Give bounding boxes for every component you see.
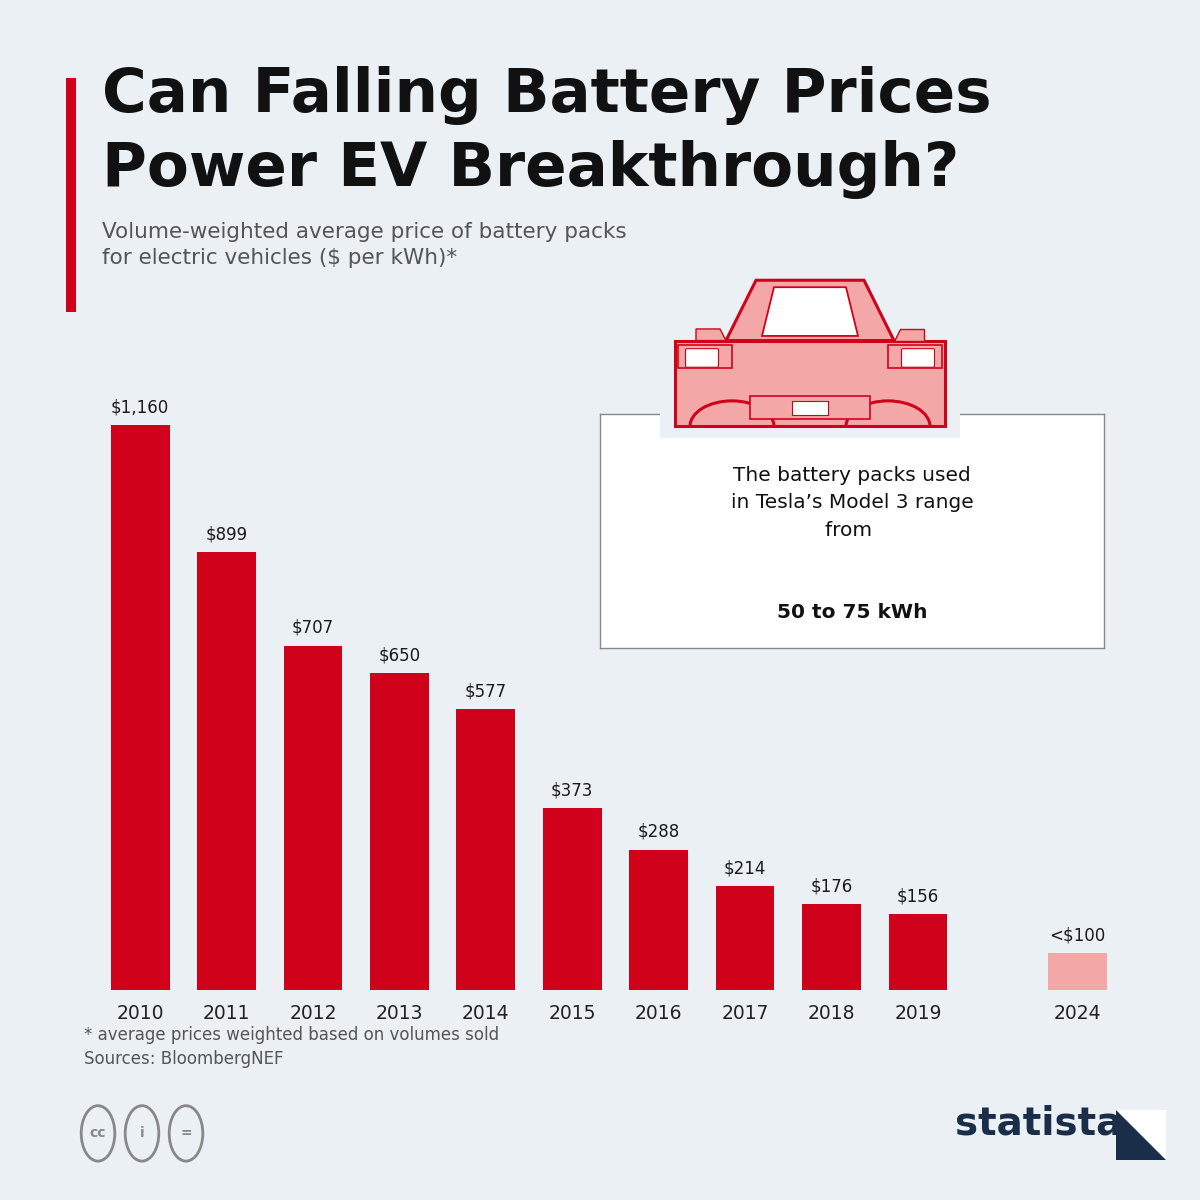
Bar <box>792 401 828 415</box>
Text: * average prices weighted based on volumes sold: * average prices weighted based on volum… <box>84 1026 499 1044</box>
Bar <box>802 905 860 990</box>
Polygon shape <box>726 281 894 341</box>
Bar <box>542 809 601 990</box>
Text: The battery packs used
in Tesla’s Model 3 range
from: The battery packs used in Tesla’s Model … <box>731 466 973 540</box>
Bar <box>888 914 947 990</box>
Bar <box>456 709 515 990</box>
Text: Sources: BloombergNEF: Sources: BloombergNEF <box>84 1050 283 1068</box>
Polygon shape <box>888 346 942 368</box>
Text: <$100: <$100 <box>1050 926 1106 944</box>
Bar <box>750 396 870 420</box>
Text: $288: $288 <box>637 823 679 841</box>
Polygon shape <box>674 341 946 426</box>
Text: Power EV Breakthrough?: Power EV Breakthrough? <box>102 140 959 199</box>
Text: $156: $156 <box>896 887 940 905</box>
Text: i: i <box>139 1127 144 1140</box>
FancyBboxPatch shape <box>685 349 719 367</box>
Bar <box>110 425 169 990</box>
Polygon shape <box>678 346 732 368</box>
Polygon shape <box>762 287 858 336</box>
Text: for electric vehicles ($ per kWh)*: for electric vehicles ($ per kWh)* <box>102 248 457 269</box>
Bar <box>283 646 342 990</box>
Text: statista: statista <box>955 1104 1122 1142</box>
FancyBboxPatch shape <box>901 349 935 367</box>
Text: $1,160: $1,160 <box>112 398 169 416</box>
Text: Volume-weighted average price of battery packs: Volume-weighted average price of battery… <box>102 222 626 242</box>
Text: $577: $577 <box>464 683 506 701</box>
Bar <box>1049 954 1108 990</box>
Text: $176: $176 <box>810 877 853 895</box>
Bar <box>197 552 256 990</box>
Text: 50 to 75 kWh: 50 to 75 kWh <box>776 604 928 623</box>
Text: $214: $214 <box>724 859 767 877</box>
Text: $650: $650 <box>378 647 420 665</box>
Text: $899: $899 <box>205 526 247 544</box>
Text: $707: $707 <box>292 619 334 637</box>
Text: Can Falling Battery Prices: Can Falling Battery Prices <box>102 66 991 125</box>
Text: cc: cc <box>90 1127 107 1140</box>
Text: $373: $373 <box>551 781 594 799</box>
Bar <box>370 673 428 990</box>
Bar <box>629 850 688 990</box>
Polygon shape <box>696 329 726 341</box>
Polygon shape <box>894 329 924 341</box>
Polygon shape <box>1116 1110 1166 1160</box>
Text: =: = <box>180 1127 192 1140</box>
Bar <box>715 886 774 990</box>
